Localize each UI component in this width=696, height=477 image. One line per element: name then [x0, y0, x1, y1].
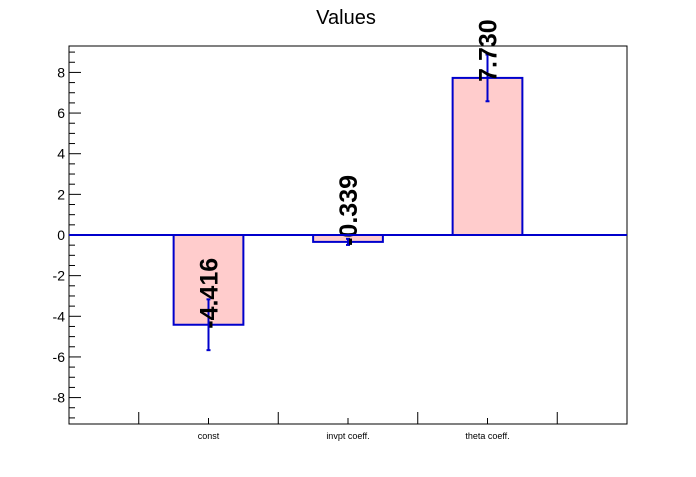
y-tick-label: -4: [53, 308, 66, 324]
y-tick-label: -8: [53, 390, 66, 406]
y-tick-label: -6: [53, 349, 66, 365]
y-tick-label: 4: [57, 146, 65, 162]
y-tick-label: 8: [57, 64, 65, 80]
x-tick-label: const: [198, 431, 220, 441]
data-label: 7.730: [475, 19, 503, 82]
y-tick-label: -2: [53, 268, 66, 284]
x-tick-label: invpt coeff.: [326, 431, 369, 441]
x-tick-label: theta coeff.: [465, 431, 509, 441]
chart-title: Values: [316, 7, 376, 29]
y-tick-label: 0: [57, 227, 65, 243]
y-tick-label: 6: [57, 105, 65, 121]
data-label: -4.416: [196, 258, 224, 329]
y-tick-label: 2: [57, 186, 65, 202]
